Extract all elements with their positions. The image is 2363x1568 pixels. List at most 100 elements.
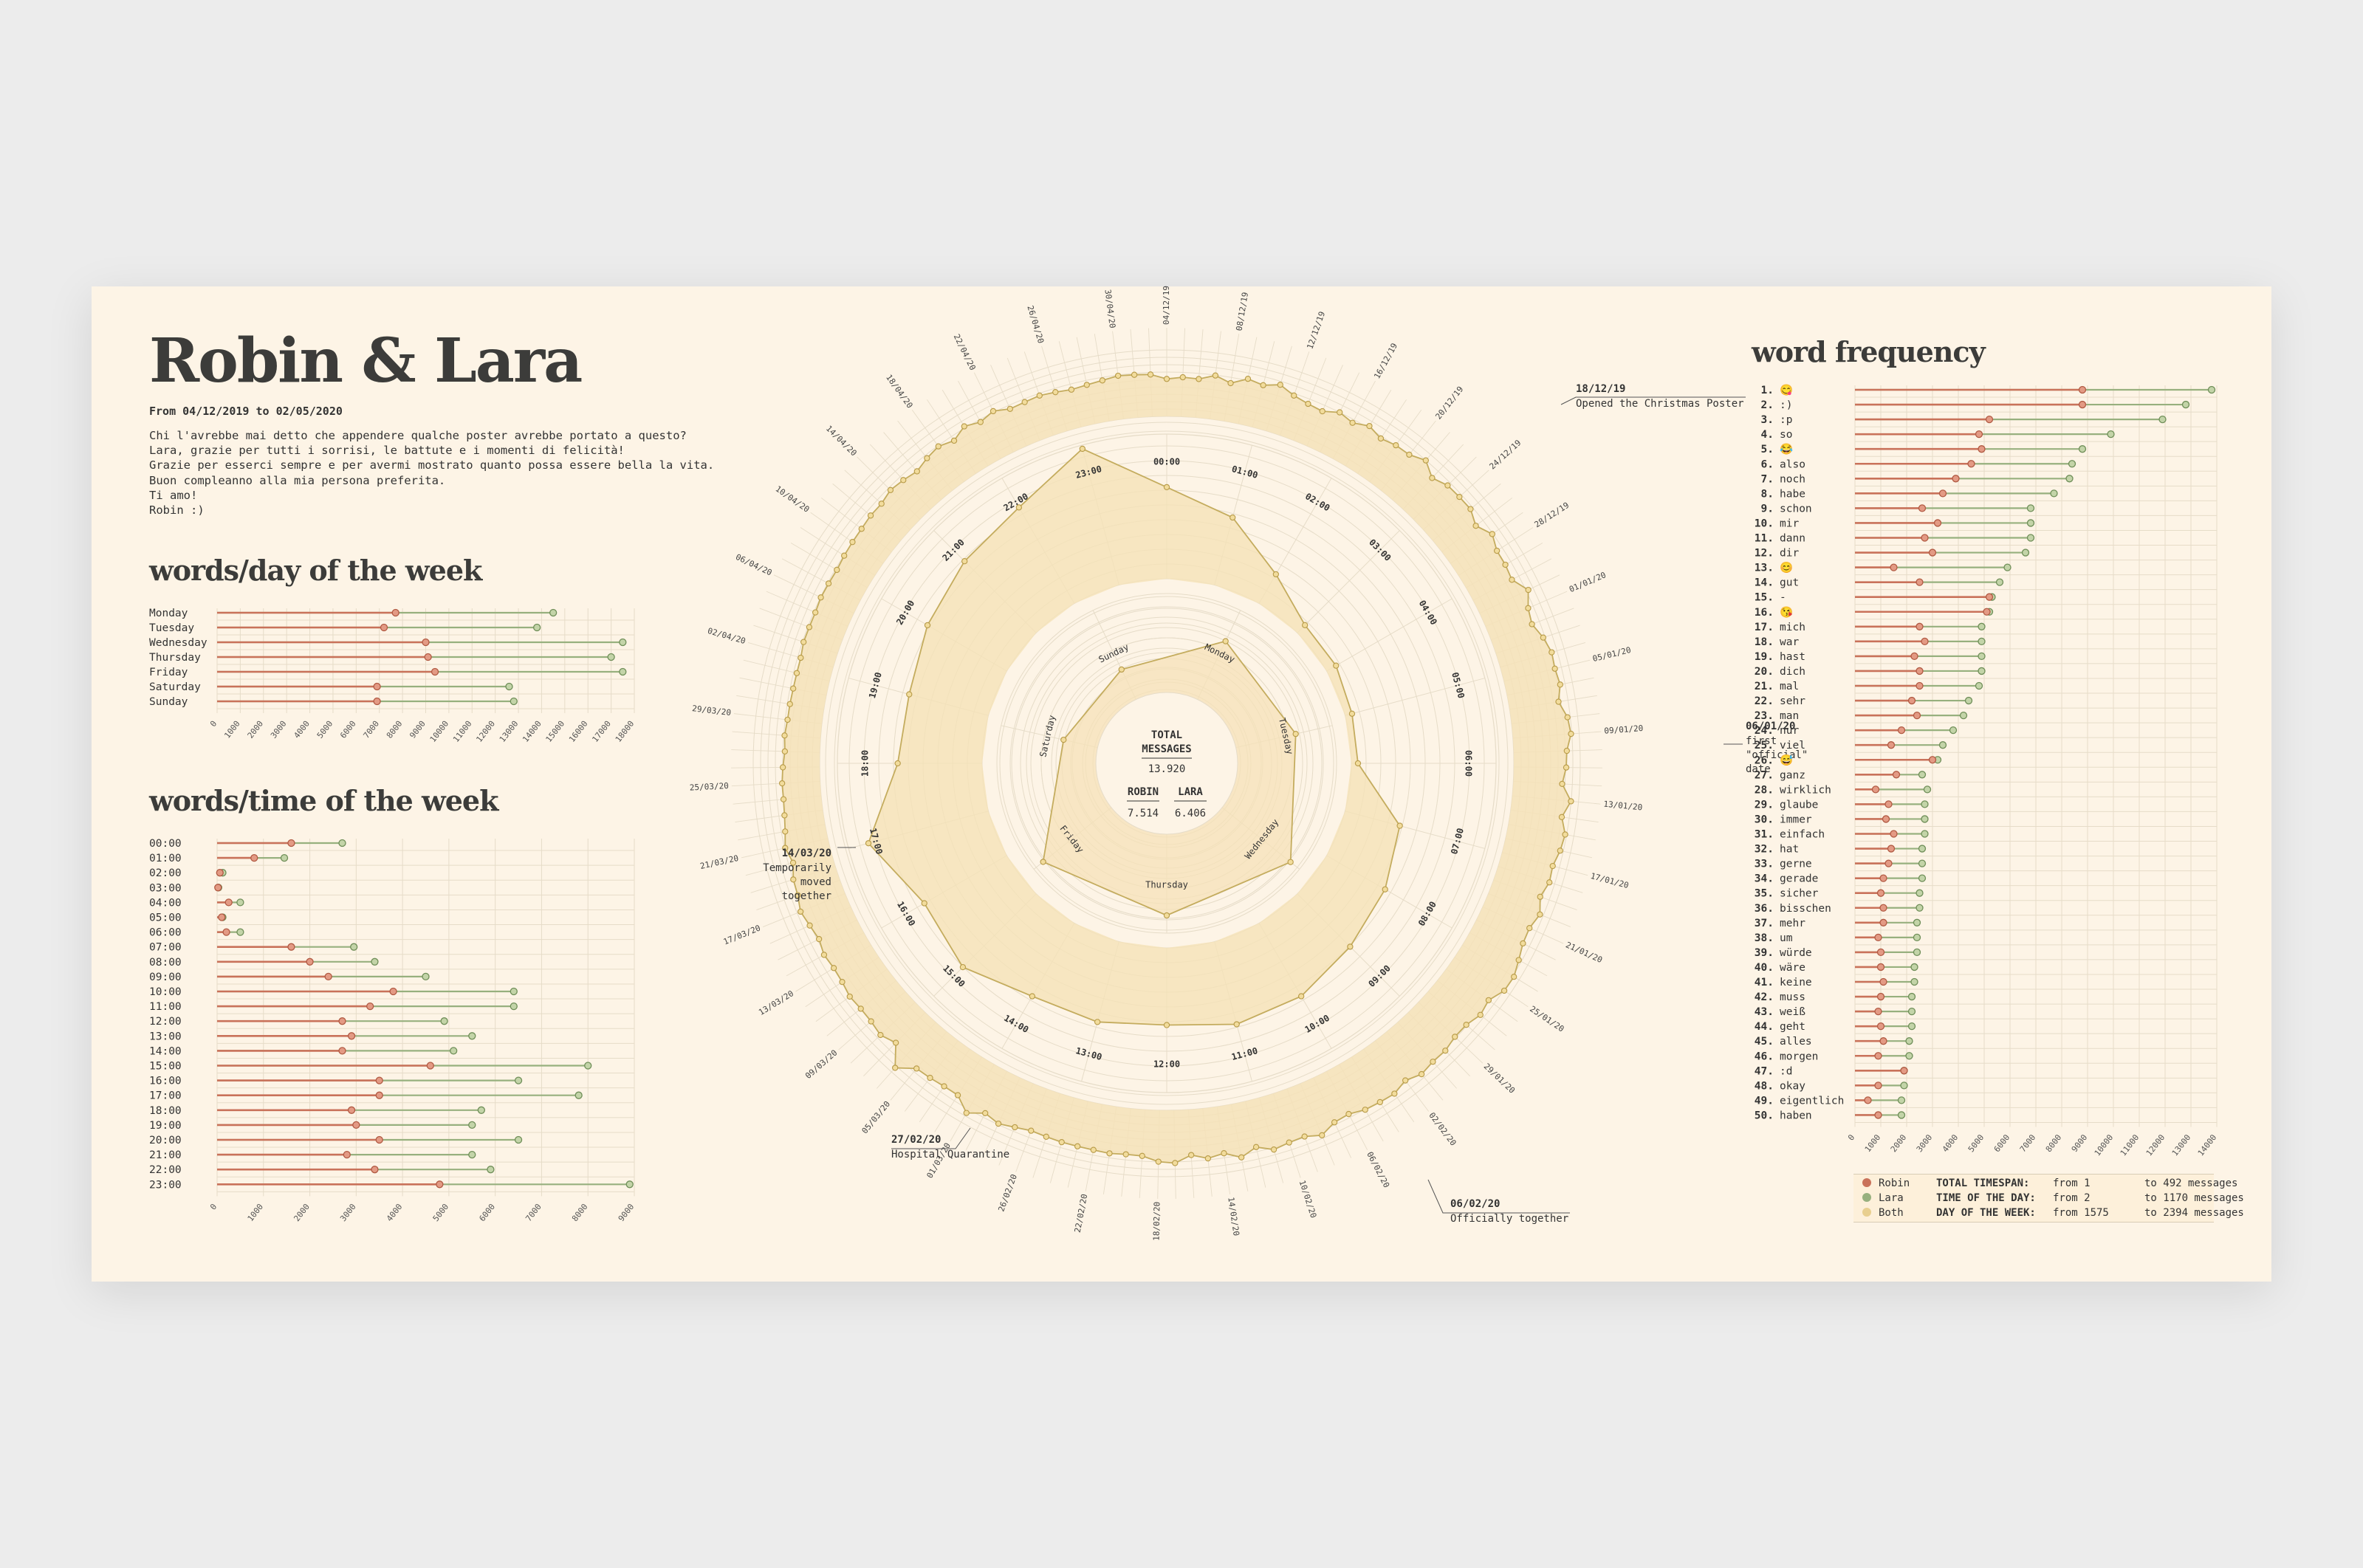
category-label: 19:00 <box>149 1120 182 1132</box>
timespan-point <box>779 764 786 771</box>
poster: Robin & Lara From 04/12/2019 to 02/05/20… <box>92 286 2271 1282</box>
words-per-day-chart: 0 1000 2000 3000 4000 5000 6000 7000 8000 9000 100… <box>149 608 636 744</box>
timespan-point <box>1477 1011 1484 1018</box>
timespan-point <box>1114 372 1122 379</box>
hour-point <box>1094 1019 1101 1025</box>
x-tick-label: 4000 <box>385 1202 405 1223</box>
x-tick-label: 3000 <box>338 1202 358 1223</box>
lara-dot <box>1897 1096 1906 1104</box>
message-line: Ti amo! <box>149 488 198 502</box>
timespan-point <box>782 845 789 851</box>
hour-point <box>924 622 931 629</box>
x-tick-label: 0 <box>208 1202 219 1211</box>
date-tick-label: 22/02/20 <box>1073 1193 1090 1233</box>
hour-label: 13:00 <box>1074 1045 1103 1062</box>
category-label: Tuesday <box>149 622 194 634</box>
rank-label: 1. <box>1761 385 1774 396</box>
hour-label: 14:00 <box>1002 1013 1030 1035</box>
timespan-point <box>1345 1110 1352 1118</box>
annotation-text: Hospital Quarantine <box>891 1149 1009 1160</box>
lara-dot <box>1916 889 1924 897</box>
category-label: hast <box>1780 651 1805 663</box>
timespan-point <box>1563 764 1570 771</box>
x-tick-label: 12000 <box>2144 1132 2167 1158</box>
timespan-point <box>868 1018 874 1025</box>
rank-label: 26. <box>1755 754 1774 766</box>
annotation-date: 06/02/20 <box>1450 1198 1500 1210</box>
timespan-point <box>849 539 856 546</box>
category-label: ganz <box>1780 769 1805 781</box>
x-tick-label: 1000 <box>1863 1132 1883 1154</box>
date-tick-label: 09/03/20 <box>803 1048 839 1081</box>
x-tick-label: 14000 <box>2196 1132 2219 1158</box>
date-tick-label: 26/02/20 <box>996 1173 1019 1213</box>
timespan-point <box>941 1083 947 1090</box>
total-label: MESSAGES <box>1142 743 1191 755</box>
rank-label: 15. <box>1755 592 1774 604</box>
rank-label: 18. <box>1755 636 1774 648</box>
timespan-point <box>797 908 804 915</box>
timespan-point <box>781 748 789 755</box>
category-label: schon <box>1780 503 1812 515</box>
x-tick-label: 3000 <box>269 719 289 740</box>
robin-dot <box>426 1062 434 1070</box>
category-label: bisschen <box>1780 903 1831 915</box>
x-tick-label: 5000 <box>315 719 335 740</box>
lara-dot <box>619 638 627 647</box>
lara-dot <box>468 1032 476 1040</box>
lara-dot <box>1900 1082 1908 1090</box>
robin-dot <box>1882 815 1890 823</box>
date-tick-label: 18/04/20 <box>884 373 915 410</box>
timespan-point <box>789 859 797 866</box>
timespan-point <box>1562 831 1568 838</box>
timespan-point <box>825 580 832 587</box>
category-label: geht <box>1780 1021 1805 1033</box>
rank-label: 12. <box>1755 548 1774 560</box>
timespan-point <box>1526 925 1533 932</box>
robin-dot <box>375 1091 383 1099</box>
timespan-point <box>1244 376 1252 382</box>
timespan-point <box>1139 1152 1145 1159</box>
timespan-point <box>806 624 813 630</box>
category-label: morgen <box>1780 1051 1818 1062</box>
lara-dot <box>1995 578 2004 586</box>
category-label: um <box>1780 932 1793 944</box>
timespan-point <box>1559 780 1565 788</box>
category-label: 04:00 <box>149 897 182 909</box>
rank-label: 48. <box>1755 1080 1774 1092</box>
annotation-date: 18/12/19 <box>1576 383 1625 395</box>
legend-row: Both DAY OF THE WEEK: from 1575 to 2394 mes… <box>1862 1206 2244 1220</box>
timespan-point <box>1155 1158 1162 1165</box>
timespan-point <box>977 419 984 425</box>
date-tick-label: 26/04/20 <box>1025 304 1046 344</box>
hour-label: 02:00 <box>1303 491 1331 513</box>
x-tick-label: 8000 <box>385 719 405 740</box>
date-tick-label: 22/04/20 <box>952 332 978 371</box>
rank-label: 39. <box>1755 947 1774 959</box>
robin-dot <box>1871 785 1880 794</box>
lara-dot <box>1975 681 1983 690</box>
category-label: 10:00 <box>149 986 182 998</box>
robin-dot <box>1928 756 1937 764</box>
timespan-point <box>1485 997 1492 1004</box>
lara-dot <box>584 1062 592 1070</box>
timespan-point <box>1525 586 1532 594</box>
timespan-point <box>1362 1107 1368 1113</box>
annotation-leader <box>1427 1179 1570 1214</box>
robin-dot <box>1978 445 1986 453</box>
robin-dot <box>371 1166 379 1174</box>
timespan-point <box>1147 371 1154 378</box>
robin-dot <box>1916 622 1924 630</box>
hour-point <box>894 760 901 767</box>
lara-dot <box>1921 830 1929 838</box>
x-tick-label: 8000 <box>2044 1132 2064 1154</box>
robin-dot <box>1916 667 1924 675</box>
robin-dot <box>1876 963 1885 972</box>
rank-label: 10. <box>1755 517 1774 529</box>
timespan-point <box>1502 561 1509 568</box>
x-tick-label: 4000 <box>292 719 312 740</box>
rank-label: 13. <box>1755 563 1774 574</box>
category-label: 14:00 <box>149 1045 182 1057</box>
date-tick-label: 05/01/20 <box>1591 645 1632 664</box>
robin-dot <box>1879 977 1887 986</box>
